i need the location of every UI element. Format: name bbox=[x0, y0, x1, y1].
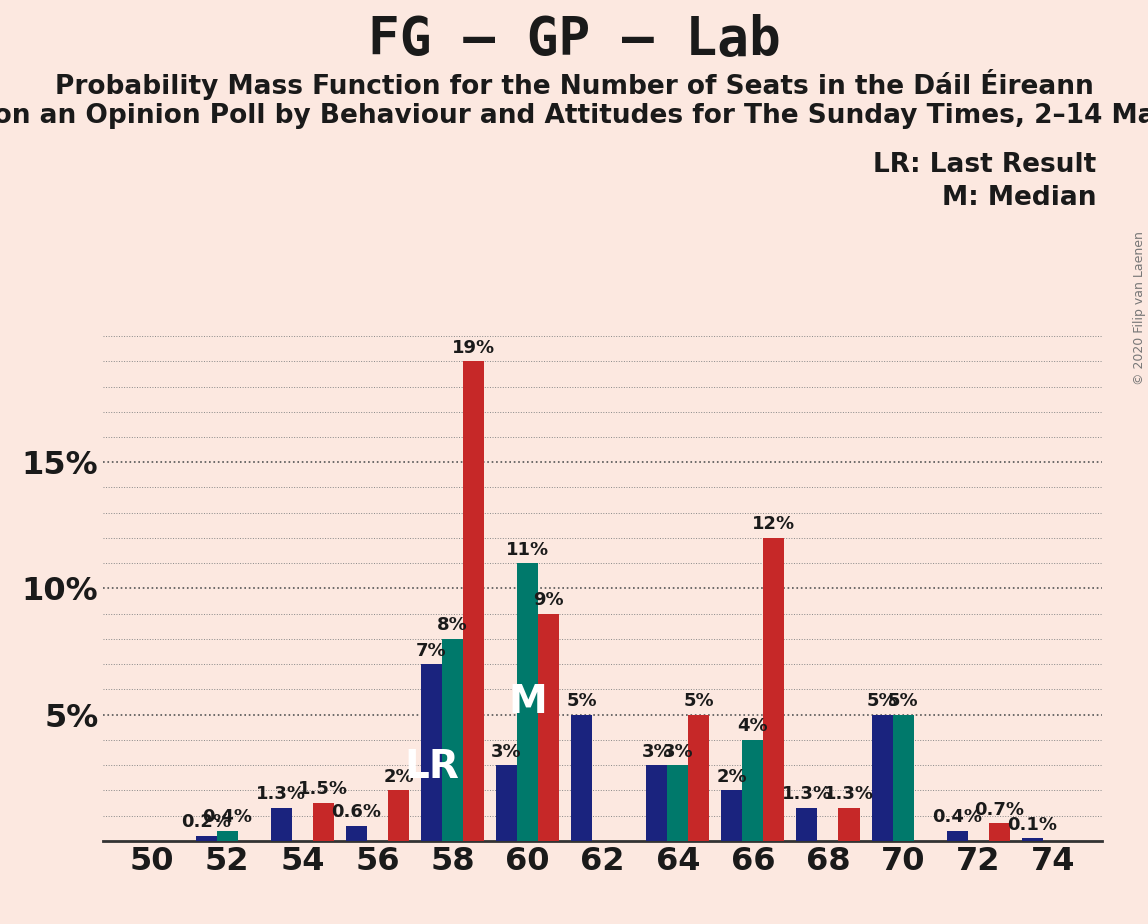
Text: 3%: 3% bbox=[642, 743, 672, 760]
Text: LR: Last Result: LR: Last Result bbox=[874, 152, 1096, 178]
Bar bbox=[538, 614, 559, 841]
Bar bbox=[271, 808, 292, 841]
Text: 1.3%: 1.3% bbox=[782, 785, 832, 804]
Bar bbox=[217, 831, 238, 841]
Bar bbox=[988, 823, 1010, 841]
Text: 1.5%: 1.5% bbox=[298, 781, 348, 798]
Bar bbox=[797, 808, 817, 841]
Bar bbox=[463, 361, 484, 841]
Bar bbox=[689, 714, 709, 841]
Text: 12%: 12% bbox=[752, 516, 796, 533]
Bar bbox=[667, 765, 689, 841]
Text: 5%: 5% bbox=[887, 692, 918, 710]
Text: 0.1%: 0.1% bbox=[1007, 816, 1057, 833]
Bar bbox=[892, 714, 914, 841]
Text: 11%: 11% bbox=[506, 541, 549, 559]
Text: 1.3%: 1.3% bbox=[824, 785, 874, 804]
Text: 0.7%: 0.7% bbox=[975, 800, 1024, 819]
Bar bbox=[442, 638, 463, 841]
Bar bbox=[346, 826, 367, 841]
Bar bbox=[871, 714, 892, 841]
Text: © 2020 Filip van Laenen: © 2020 Filip van Laenen bbox=[1133, 231, 1146, 385]
Bar bbox=[743, 740, 763, 841]
Text: 4%: 4% bbox=[737, 717, 768, 736]
Text: Based on an Opinion Poll by Behaviour and Attitudes for The Sunday Times, 2–14 M: Based on an Opinion Poll by Behaviour an… bbox=[0, 103, 1148, 129]
Bar bbox=[388, 790, 409, 841]
Text: FG – GP – Lab: FG – GP – Lab bbox=[367, 14, 781, 66]
Bar bbox=[517, 564, 538, 841]
Bar bbox=[721, 790, 743, 841]
Text: 2%: 2% bbox=[716, 768, 747, 785]
Text: LR: LR bbox=[404, 748, 459, 785]
Text: M: M bbox=[509, 683, 546, 721]
Text: 0.6%: 0.6% bbox=[332, 803, 381, 821]
Text: 0.4%: 0.4% bbox=[202, 808, 253, 826]
Text: 5%: 5% bbox=[566, 692, 597, 710]
Text: 0.4%: 0.4% bbox=[932, 808, 983, 826]
Text: 1.3%: 1.3% bbox=[256, 785, 307, 804]
Bar bbox=[646, 765, 667, 841]
Text: 8%: 8% bbox=[437, 616, 468, 635]
Text: 2%: 2% bbox=[383, 768, 413, 785]
Bar bbox=[313, 803, 334, 841]
Bar bbox=[421, 664, 442, 841]
Bar bbox=[572, 714, 592, 841]
Bar bbox=[838, 808, 860, 841]
Text: 7%: 7% bbox=[417, 641, 447, 660]
Text: Probability Mass Function for the Number of Seats in the Dáil Éireann: Probability Mass Function for the Number… bbox=[55, 69, 1093, 101]
Bar bbox=[195, 836, 217, 841]
Text: 3%: 3% bbox=[491, 743, 522, 760]
Text: 0.2%: 0.2% bbox=[181, 813, 231, 832]
Bar bbox=[763, 538, 784, 841]
Bar bbox=[1022, 838, 1042, 841]
Text: 5%: 5% bbox=[867, 692, 898, 710]
Bar bbox=[496, 765, 517, 841]
Bar bbox=[947, 831, 968, 841]
Text: 9%: 9% bbox=[534, 591, 564, 609]
Text: 19%: 19% bbox=[452, 339, 495, 357]
Text: 5%: 5% bbox=[683, 692, 714, 710]
Text: 3%: 3% bbox=[662, 743, 693, 760]
Text: M: Median: M: Median bbox=[941, 185, 1096, 211]
